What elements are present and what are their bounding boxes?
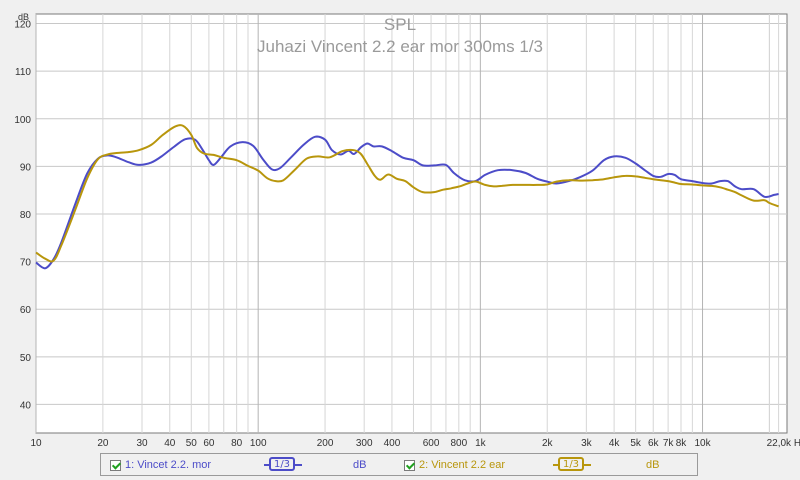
x-tick-label: 300 — [356, 438, 373, 449]
y-tick-label: 70 — [20, 258, 32, 269]
y-tick-label: 100 — [14, 115, 31, 126]
series-line-1 — [35, 135, 779, 270]
x-tick-label: 80 — [231, 438, 243, 449]
y-axis-label: dB — [18, 12, 29, 22]
legend-1-unit: dB — [353, 459, 367, 471]
legend-item-2: 2: Vincent 2.2 ear — [404, 458, 505, 472]
x-tick-labels: 10 20 30 40 50 60 80 100 200 300 400 600 800 1k 2k 3k 4k… — [30, 438, 800, 449]
y-tick-labels: 40 50 60 70 80 90 100 110 120 — [14, 20, 31, 412]
y-tick-label: 80 — [20, 210, 32, 221]
x-tick-label: 8k — [676, 438, 688, 449]
x-tick-label: 1k — [475, 438, 487, 449]
x-tick-label: 4k — [609, 438, 621, 449]
x-tick-label: 10 — [30, 438, 42, 449]
legend-item-1: 1: Vincet 2.2. mor — [110, 458, 211, 472]
x-tick-label: 200 — [317, 438, 334, 449]
legend-2-checkbox[interactable] — [404, 459, 415, 471]
y-tick-label: 60 — [20, 305, 32, 316]
x-tick-label: 40 — [164, 438, 176, 449]
legend-1-smoothing-button[interactable]: 1/3 — [269, 457, 295, 471]
x-tick-label: 6k — [648, 438, 660, 449]
y-tick-label: 90 — [20, 162, 32, 173]
y-tick-label: 40 — [20, 400, 32, 411]
legend: 1: Vincet 2.2. mor 1/3 dB 2: Vincent 2.2… — [100, 453, 698, 476]
chart-subtitle: Juhazi Vincent 2.2 ear mor 300ms 1/3 — [257, 37, 543, 56]
x-tick-label: 20 — [97, 438, 109, 449]
chart-title: SPL — [384, 15, 416, 34]
series-lines — [35, 124, 779, 270]
x-tick-label: 800 — [450, 438, 467, 449]
x-tick-label: 60 — [203, 438, 215, 449]
x-tick-label: 100 — [250, 438, 267, 449]
y-gridlines — [36, 23, 787, 405]
legend-2-smoothing-button[interactable]: 1/3 — [558, 457, 584, 471]
legend-1-checkbox[interactable] — [110, 459, 121, 471]
x-tick-label: 30 — [136, 438, 148, 449]
x-tick-label: 600 — [423, 438, 440, 449]
y-tick-label: 110 — [15, 67, 31, 78]
x-tick-label: 10k — [694, 438, 711, 449]
legend-1-name: 1: Vincet 2.2. mor — [125, 459, 212, 471]
x-gridlines — [35, 14, 780, 433]
plot-area[interactable] — [35, 13, 788, 434]
x-tick-label: 50 — [186, 438, 198, 449]
x-tick-label: 5k — [630, 438, 642, 449]
x-tick-label: 3k — [581, 438, 593, 449]
y-tick-label: 50 — [20, 353, 32, 364]
x-tick-label: 7k — [663, 438, 675, 449]
x-tick-label: 22,0k Hz — [767, 438, 800, 449]
series-line-2 — [35, 124, 779, 263]
legend-2-name: 2: Vincent 2.2 ear — [419, 459, 506, 471]
x-tick-label: 2k — [542, 438, 554, 449]
y-tick-label: 120 — [14, 20, 31, 31]
x-tick-label: 400 — [384, 438, 401, 449]
legend-2-unit: dB — [646, 459, 660, 471]
